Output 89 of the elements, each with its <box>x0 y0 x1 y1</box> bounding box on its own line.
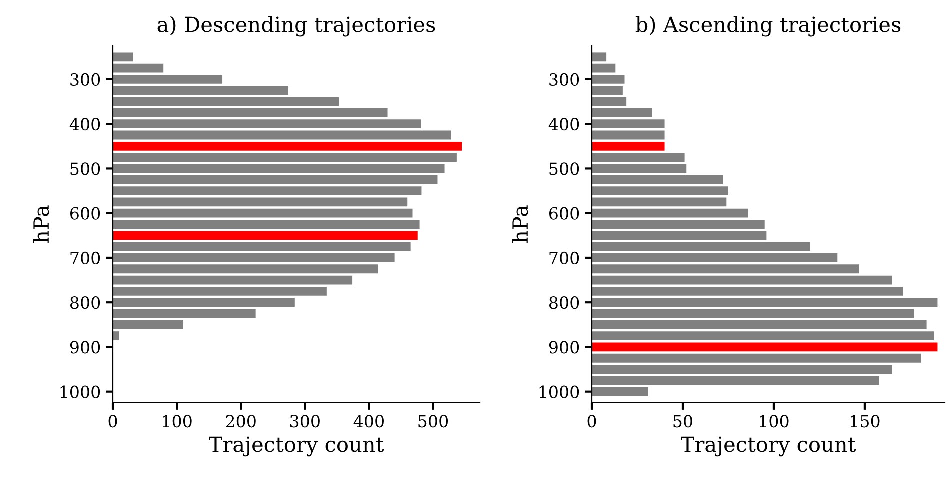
bar <box>592 354 922 363</box>
x-axis-title: Trajectory count <box>681 436 856 457</box>
bar <box>592 376 880 386</box>
y-tick-label: 300 <box>550 73 580 86</box>
bar <box>592 75 625 84</box>
bar <box>113 108 388 118</box>
y-tick-label: 900 <box>549 341 580 354</box>
bar <box>113 231 418 240</box>
bar <box>592 342 938 352</box>
bar <box>113 332 120 341</box>
bar <box>113 142 462 151</box>
bar <box>592 208 748 218</box>
bar <box>592 153 685 162</box>
y-tick-label: 300 <box>70 73 100 86</box>
bar <box>113 130 452 140</box>
bar <box>113 64 164 73</box>
y-tick-label: 400 <box>70 118 100 131</box>
x-tick-label: 200 <box>226 415 256 428</box>
bar <box>592 231 767 240</box>
bar <box>592 52 607 62</box>
bar <box>592 186 728 196</box>
y-tick-label: 1000 <box>540 386 580 398</box>
bar <box>113 309 256 318</box>
bar <box>592 332 934 341</box>
bar <box>113 97 340 106</box>
bar <box>113 198 408 207</box>
y-tick-label: 500 <box>70 162 100 176</box>
y-tick-label: 700 <box>550 252 580 265</box>
bar <box>113 208 413 218</box>
x-tick-label: 150 <box>851 415 880 428</box>
bar <box>113 86 288 96</box>
bar <box>592 220 765 229</box>
x-tick-label: 100 <box>163 415 192 428</box>
bar <box>113 75 223 84</box>
x-tick-label: 0 <box>588 415 596 428</box>
bar <box>592 97 627 106</box>
bar <box>592 276 892 285</box>
bar <box>592 286 904 296</box>
bar <box>592 387 648 396</box>
bar <box>592 198 727 207</box>
bar <box>592 264 860 274</box>
x-tick-label: 500 <box>418 415 448 428</box>
x-tick-label: 0 <box>108 415 118 428</box>
bar <box>592 254 838 262</box>
bar <box>113 242 411 252</box>
bar <box>113 286 327 296</box>
x-tick-label: 50 <box>674 415 692 428</box>
y-tick-label: 800 <box>549 296 580 310</box>
y-tick-label: 600 <box>70 207 100 220</box>
y-tick-label: 500 <box>550 162 580 176</box>
y-tick-label: 600 <box>549 207 580 220</box>
x-tick-label: 300 <box>290 415 320 428</box>
y-tick-label: 400 <box>548 118 580 131</box>
bar <box>113 264 378 274</box>
y-tick-label: 1000 <box>60 386 100 398</box>
x-tick-label: 400 <box>354 415 384 428</box>
bar <box>592 64 616 73</box>
chart-title: b) Ascending trajectories <box>636 16 901 37</box>
y-axis-title: hPa <box>512 206 528 244</box>
chart-title: a) Descending trajectories <box>158 16 436 37</box>
bar <box>592 365 892 374</box>
y-tick-label: 700 <box>70 252 100 265</box>
bar <box>113 320 184 330</box>
bar <box>113 153 457 162</box>
bar <box>592 298 938 308</box>
bar <box>592 130 665 140</box>
bar <box>592 86 623 96</box>
bar <box>592 242 810 252</box>
bar <box>592 120 665 129</box>
x-axis-title: Trajectory count <box>209 436 384 457</box>
bar <box>113 276 353 285</box>
x-tick-label: 100 <box>760 415 789 428</box>
bar <box>592 309 914 318</box>
bar <box>113 298 295 308</box>
bar <box>113 186 422 196</box>
bar <box>592 142 665 151</box>
bar <box>113 164 445 174</box>
bar <box>592 320 927 330</box>
bar <box>113 52 134 62</box>
y-tick-label: 800 <box>70 296 100 310</box>
bar <box>113 220 420 229</box>
bar <box>592 175 724 184</box>
bar <box>592 164 687 174</box>
bar <box>113 254 395 262</box>
y-axis-title: hPa <box>33 206 50 244</box>
y-tick-label: 900 <box>70 341 100 354</box>
bar <box>592 108 652 118</box>
bar <box>113 120 422 129</box>
bar <box>113 175 438 184</box>
